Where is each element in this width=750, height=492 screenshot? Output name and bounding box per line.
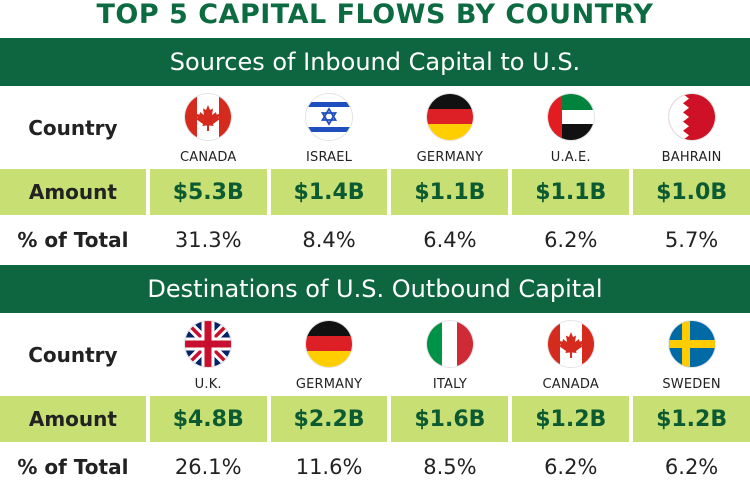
germany-flag-icon bbox=[426, 94, 473, 140]
italy-flag-icon bbox=[426, 321, 473, 367]
pct-value: 6.2% bbox=[544, 228, 598, 252]
country-name: U.A.E. bbox=[550, 150, 591, 165]
outbound-pct-row: % of Total 26.1% 11.6% 8.5% 6.2% 6.2% bbox=[0, 442, 750, 492]
bahrain-flag-icon bbox=[668, 94, 715, 140]
pct-value: 5.7% bbox=[664, 228, 719, 252]
outbound-amount-row: Amount $4.8B $2.2B $1.6B $1.2B $1.2B bbox=[0, 396, 750, 442]
amount-value: $1.2B bbox=[633, 396, 750, 442]
inbound-country-row: Country CANADA ISRAEL GERMANY U.A.E. BAH… bbox=[0, 86, 750, 169]
outbound-section: Destinations of U.S. Outbound Capital Co… bbox=[0, 265, 750, 492]
country-cell: U.A.E. bbox=[512, 86, 629, 169]
amount-value: $1.1B bbox=[391, 169, 509, 215]
amount-value: $5.3B bbox=[149, 169, 267, 215]
country-name: CANADA bbox=[179, 150, 237, 165]
country-cell: U.K. bbox=[150, 313, 267, 396]
pct-value: 6.2% bbox=[544, 455, 598, 479]
pct-value: 8.5% bbox=[423, 455, 477, 479]
amount-value: $1.2B bbox=[512, 396, 630, 442]
country-cell: SWEDEN bbox=[633, 313, 750, 396]
canada-flag-icon bbox=[185, 94, 232, 140]
inbound-banner: Sources of Inbound Capital to U.S. bbox=[0, 38, 750, 86]
pct-value: 31.3% bbox=[174, 228, 242, 252]
pct-value: 11.6% bbox=[295, 455, 363, 479]
amount-value: $1.4B bbox=[270, 169, 388, 215]
amount-value: $1.6B bbox=[391, 396, 509, 442]
country-name: BAHRAIN bbox=[661, 150, 722, 165]
uae-flag-icon bbox=[547, 94, 594, 140]
country-name: GERMANY bbox=[416, 150, 484, 165]
amount-value: $4.8B bbox=[149, 396, 267, 442]
country-cell: GERMANY bbox=[271, 313, 388, 396]
sweden-flag-icon bbox=[668, 321, 715, 367]
country-name: GERMANY bbox=[295, 377, 363, 392]
pct-value: 6.4% bbox=[423, 228, 477, 252]
country-name: ISRAEL bbox=[305, 150, 353, 165]
country-name: ITALY bbox=[432, 377, 467, 392]
inbound-pct-row: % of Total 31.3% 8.4% 6.4% 6.2% 5.7% bbox=[0, 215, 750, 265]
country-cell: CANADA bbox=[150, 86, 267, 169]
country-cell: GERMANY bbox=[391, 86, 508, 169]
country-row-label: Country bbox=[28, 115, 118, 140]
country-cell: BAHRAIN bbox=[633, 86, 750, 169]
pct-value: 6.2% bbox=[664, 455, 719, 479]
israel-flag-icon bbox=[306, 94, 353, 140]
pct-row-label: % of Total bbox=[17, 228, 129, 252]
country-cell: CANADA bbox=[512, 313, 629, 396]
amount-value: $1.1B bbox=[512, 169, 630, 215]
uk-flag-icon bbox=[185, 321, 232, 367]
country-row-label: Country bbox=[28, 342, 118, 367]
pct-value: 26.1% bbox=[174, 455, 242, 479]
inbound-amount-row: Amount $5.3B $1.4B $1.1B $1.1B $1.0B bbox=[0, 169, 750, 215]
country-name: CANADA bbox=[542, 377, 599, 392]
amount-row-label: Amount bbox=[0, 396, 146, 442]
page-title: TOP 5 CAPITAL FLOWS BY COUNTRY bbox=[96, 0, 654, 30]
country-name: U.K. bbox=[194, 377, 222, 392]
inbound-section: Sources of Inbound Capital to U.S. Count… bbox=[0, 38, 750, 265]
amount-value: $2.2B bbox=[270, 396, 388, 442]
amount-row-label: Amount bbox=[0, 169, 146, 215]
pct-row-label: % of Total bbox=[17, 455, 129, 479]
country-name: SWEDEN bbox=[662, 377, 721, 392]
germany-flag-icon bbox=[306, 321, 353, 367]
amount-value: $1.0B bbox=[633, 169, 750, 215]
country-cell: ISRAEL bbox=[271, 86, 388, 169]
outbound-country-row: Country U.K. GERMANY ITALY CANADA SWEDEN bbox=[0, 313, 750, 396]
country-cell: ITALY bbox=[391, 313, 508, 396]
canada-flag-icon bbox=[547, 321, 594, 367]
pct-value: 8.4% bbox=[302, 228, 356, 252]
outbound-banner: Destinations of U.S. Outbound Capital bbox=[0, 265, 750, 313]
